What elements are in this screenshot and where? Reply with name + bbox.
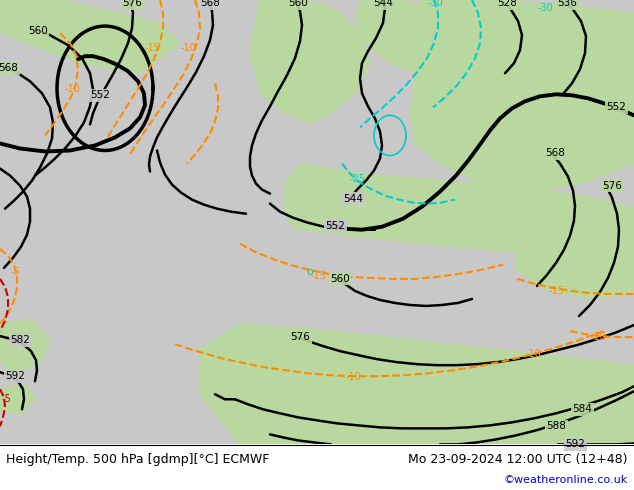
Text: Height/Temp. 500 hPa [gdmp][°C] ECMWF: Height/Temp. 500 hPa [gdmp][°C] ECMWF: [6, 453, 269, 466]
Text: 582: 582: [10, 335, 30, 345]
Text: 536: 536: [557, 0, 577, 8]
Polygon shape: [250, 0, 370, 123]
Text: -10: -10: [180, 43, 196, 53]
Text: 568: 568: [545, 148, 565, 158]
Polygon shape: [265, 48, 305, 98]
Polygon shape: [0, 384, 35, 415]
Polygon shape: [0, 319, 50, 374]
Text: 544: 544: [373, 0, 393, 8]
Text: 560: 560: [288, 0, 308, 8]
Text: 560: 560: [330, 274, 350, 284]
Text: 552: 552: [90, 90, 110, 100]
Text: 584: 584: [572, 404, 592, 415]
Polygon shape: [515, 234, 634, 299]
Text: 592: 592: [5, 371, 25, 381]
Text: 588: 588: [546, 421, 566, 431]
Text: -30: -30: [537, 3, 553, 13]
Text: -15: -15: [144, 43, 160, 53]
Polygon shape: [0, 0, 634, 444]
Text: Mo 23-09-2024 12:00 UTC (12+48): Mo 23-09-2024 12:00 UTC (12+48): [408, 453, 628, 466]
Text: 568: 568: [200, 0, 220, 8]
Text: 544: 544: [343, 194, 363, 204]
Text: 568: 568: [0, 63, 18, 73]
Text: -25: -25: [350, 173, 366, 184]
Polygon shape: [200, 324, 634, 444]
Text: o: o: [307, 267, 313, 277]
Text: -30: -30: [427, 0, 443, 8]
Text: -15: -15: [310, 271, 326, 281]
Text: 528: 528: [497, 0, 517, 8]
Text: -10: -10: [590, 332, 606, 342]
Text: 576: 576: [602, 181, 622, 191]
Text: 552: 552: [325, 220, 345, 231]
Polygon shape: [0, 0, 180, 73]
Text: -5: -5: [1, 394, 11, 404]
Text: -5: -5: [10, 267, 20, 277]
Text: 576: 576: [122, 0, 142, 8]
Text: ©weatheronline.co.uk: ©weatheronline.co.uk: [504, 475, 628, 485]
Text: 576: 576: [290, 332, 310, 342]
Polygon shape: [285, 164, 634, 264]
Text: -15: -15: [548, 286, 564, 296]
Text: 560: 560: [28, 26, 48, 36]
Text: -10: -10: [345, 372, 361, 382]
Text: -10: -10: [64, 84, 80, 94]
Polygon shape: [410, 0, 634, 194]
Text: 592: 592: [565, 440, 585, 449]
Text: -10: -10: [525, 349, 541, 359]
Text: 552: 552: [606, 102, 626, 112]
Polygon shape: [355, 0, 460, 73]
